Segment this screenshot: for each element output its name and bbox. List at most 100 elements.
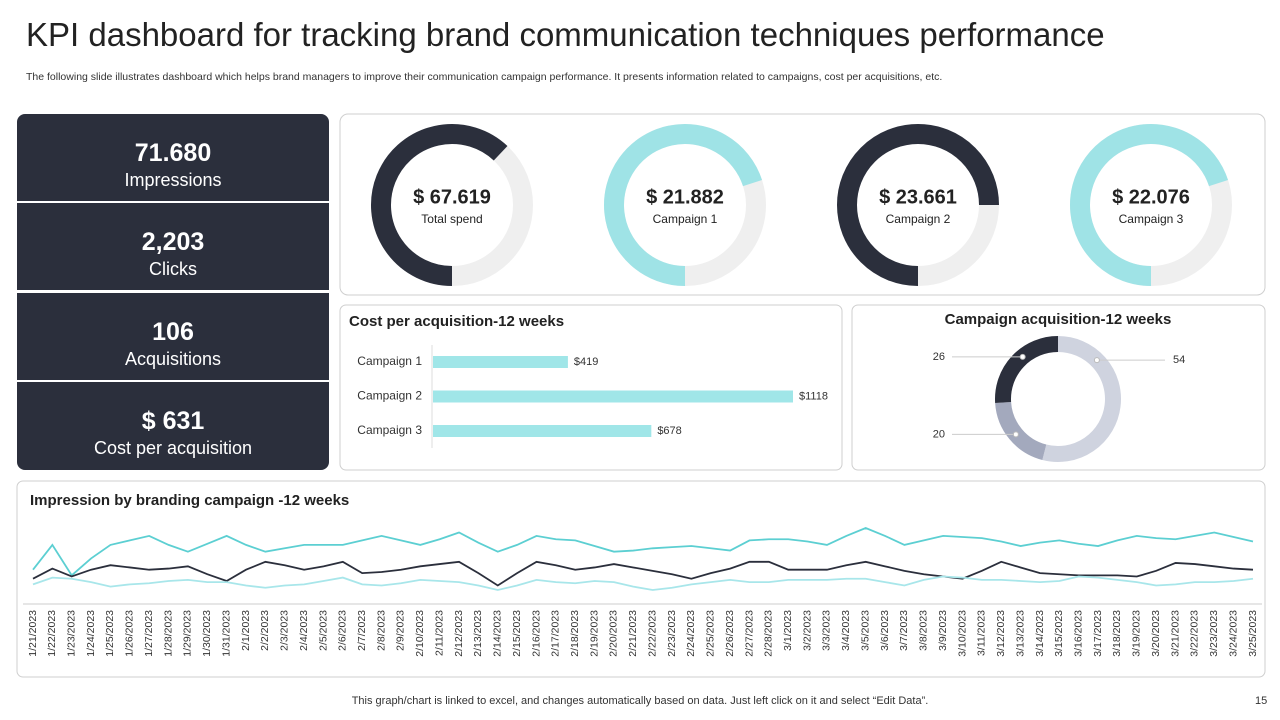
x-tick-label: 3/22/2023 <box>1189 610 1201 657</box>
x-tick-label: 3/3/2023 <box>821 610 833 651</box>
x-tick-label: 1/28/2023 <box>162 610 174 657</box>
x-tick-label: 3/5/2023 <box>859 610 871 651</box>
chart-title: Impression by branding campaign -12 week… <box>30 492 349 509</box>
gauge-label: Campaign 2 <box>886 212 951 226</box>
x-tick-label: 1/22/2023 <box>46 610 58 657</box>
x-tick-label: 2/10/2023 <box>414 610 426 657</box>
x-tick-label: 2/2/2023 <box>259 610 271 651</box>
x-tick-label: 1/30/2023 <box>201 610 213 657</box>
x-tick-label: 3/18/2023 <box>1111 610 1123 657</box>
panel <box>851 304 1266 471</box>
value-label: $678 <box>657 425 681 437</box>
line-series <box>32 575 1254 591</box>
gauge-label: Campaign 1 <box>653 212 718 226</box>
value-label: $1118 <box>799 390 828 402</box>
x-tick-label: 1/29/2023 <box>182 610 194 657</box>
kpi-label: Impressions <box>124 170 222 190</box>
x-tick-label: 2/5/2023 <box>317 610 329 651</box>
x-tick-label: 3/6/2023 <box>879 610 891 651</box>
x-tick-label: 3/11/2023 <box>976 610 988 656</box>
x-tick-label: 1/27/2023 <box>143 610 155 657</box>
leader-dot <box>1093 357 1100 364</box>
x-tick-label: 2/9/2023 <box>395 610 407 651</box>
chart-title: Cost per acquisition-12 weeks <box>349 313 564 330</box>
x-tick-label: 2/14/2023 <box>492 610 504 657</box>
chart-title: Campaign acquisition-12 weeks <box>945 311 1172 328</box>
x-tick-label: 3/19/2023 <box>1131 610 1143 657</box>
x-tick-label: 2/4/2023 <box>298 610 310 651</box>
title: KPI dashboard for tracking brand communi… <box>26 16 1105 53</box>
gauge-label: Campaign 3 <box>1119 212 1184 226</box>
x-tick-label: 1/24/2023 <box>85 610 97 657</box>
gauge-label: Total spend <box>421 212 482 226</box>
x-tick-label: 2/15/2023 <box>511 610 523 657</box>
kpi-label: Acquisitions <box>124 349 222 369</box>
value-label: $419 <box>574 356 598 368</box>
x-tick-label: 1/21/2023 <box>27 610 39 657</box>
x-tick-label: 2/13/2023 <box>472 610 484 657</box>
x-tick-label: 2/25/2023 <box>705 610 717 657</box>
category-label: Campaign 1 <box>357 354 422 368</box>
x-tick-label: 3/4/2023 <box>840 610 852 651</box>
donut-segment <box>1042 336 1121 462</box>
category-label: Campaign 2 <box>357 389 422 403</box>
x-tick-label: 1/31/2023 <box>220 610 232 657</box>
x-tick-label: 3/17/2023 <box>1092 610 1104 657</box>
x-tick-label: 2/18/2023 <box>569 610 581 657</box>
x-tick-label: 3/9/2023 <box>937 610 949 651</box>
x-tick-label: 2/6/2023 <box>337 610 349 651</box>
panel <box>339 113 1266 296</box>
x-tick-label: 3/1/2023 <box>782 610 794 651</box>
x-tick-label: 3/21/2023 <box>1169 610 1181 657</box>
x-tick-label: 2/16/2023 <box>530 610 542 657</box>
leader-dot <box>1019 353 1026 360</box>
x-tick-label: 3/12/2023 <box>995 610 1007 657</box>
line-series <box>32 560 1254 587</box>
x-tick-label: 3/14/2023 <box>1034 610 1046 657</box>
page-number: 15 <box>1255 695 1268 707</box>
x-tick-label: 1/25/2023 <box>104 610 116 657</box>
x-tick-label: 1/26/2023 <box>124 610 136 657</box>
gauge-arc <box>1070 124 1229 286</box>
donut-segment <box>995 336 1059 403</box>
x-tick-label: 2/19/2023 <box>588 610 600 657</box>
line-series <box>32 527 1254 577</box>
x-tick-label: 2/21/2023 <box>627 610 639 657</box>
kpi-tile: 71.680 Impressions <box>17 114 329 201</box>
kpi-tile: $ 631 Cost per acquisition <box>17 382 329 470</box>
data-label: 54 <box>1173 354 1185 366</box>
x-tick-label: 2/23/2023 <box>666 610 678 657</box>
gauge-arc <box>604 124 763 286</box>
gauge-value: $ 23.661 <box>879 186 957 208</box>
x-tick-label: 1/23/2023 <box>66 610 78 657</box>
donut-segment <box>995 401 1047 461</box>
x-tick-label: 3/10/2023 <box>956 610 968 657</box>
category-label: Campaign 3 <box>357 423 422 437</box>
x-tick-label: 2/1/2023 <box>240 610 252 651</box>
x-tick-label: 3/15/2023 <box>1053 610 1065 657</box>
kpi-value: 106 <box>152 318 194 346</box>
x-tick-label: 3/7/2023 <box>898 610 910 651</box>
subtitle: The following slide illustrates dashboar… <box>26 71 943 83</box>
gauge-arc <box>837 124 999 286</box>
bar <box>433 425 652 437</box>
x-tick-label: 2/17/2023 <box>550 610 562 657</box>
x-tick-label: 2/28/2023 <box>763 610 775 657</box>
x-tick-label: 2/27/2023 <box>743 610 755 657</box>
panel <box>16 480 1266 678</box>
x-tick-label: 2/12/2023 <box>453 610 465 657</box>
kpi-label: Cost per acquisition <box>93 438 253 458</box>
x-tick-label: 3/25/2023 <box>1247 610 1259 657</box>
kpi-value: 2,203 <box>141 228 205 256</box>
x-tick-label: 3/2/2023 <box>801 610 813 651</box>
kpi-value: $ 631 <box>141 407 205 435</box>
x-tick-label: 3/13/2023 <box>1014 610 1026 657</box>
x-tick-label: 2/8/2023 <box>375 610 387 651</box>
x-tick-label: 2/26/2023 <box>724 610 736 657</box>
kpi-tile: 2,203 Clicks <box>17 203 329 290</box>
data-label: 26 <box>933 351 945 363</box>
x-tick-label: 2/7/2023 <box>356 610 368 651</box>
x-tick-label: 2/11/2023 <box>433 610 445 656</box>
kpi-label: Clicks <box>149 259 197 279</box>
